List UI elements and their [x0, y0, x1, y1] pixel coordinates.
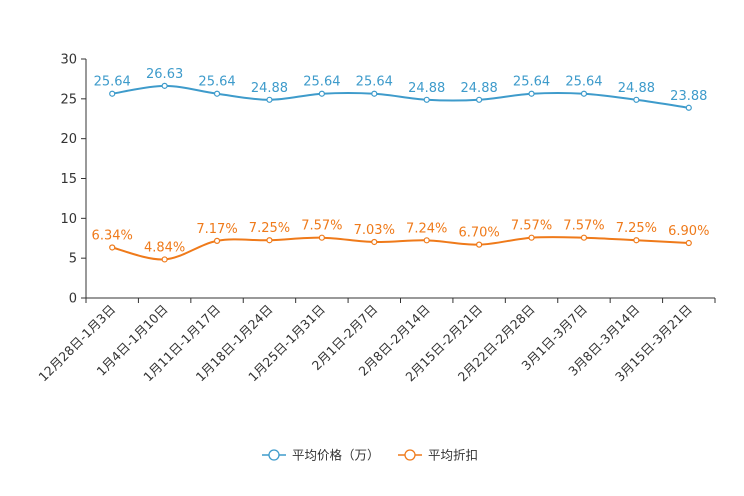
data-point[interactable]	[633, 96, 640, 103]
legend-item-1[interactable]: 平均折扣	[398, 448, 478, 463]
data-point[interactable]	[685, 104, 692, 111]
data-point[interactable]	[371, 90, 378, 97]
data-point[interactable]	[161, 82, 168, 89]
data-label: 7.25%	[249, 221, 290, 236]
data-label: 25.64	[565, 75, 602, 90]
data-point[interactable]	[161, 256, 168, 263]
data-point[interactable]	[213, 237, 221, 244]
data-label: 24.88	[461, 81, 498, 96]
data-label: 7.03%	[354, 223, 395, 238]
series-layer: 25.64 26.63 25.64 24.88 25.64 25.64 24.88 24.88…	[92, 67, 709, 263]
data-point[interactable]	[371, 238, 378, 246]
legend-circle-icon	[268, 449, 280, 461]
data-label: 25.64	[94, 75, 131, 90]
data-point[interactable]	[528, 234, 535, 241]
data-label: 7.57%	[563, 219, 604, 234]
data-point[interactable]	[109, 244, 116, 251]
data-point[interactable]	[685, 239, 692, 247]
series-1: 6.34% 4.84% 7.17% 7.25% 7.57% 7.03% 7.24% 6.70%…	[92, 219, 709, 263]
series-0: 25.64 26.63 25.64 24.88 25.64 25.64 24.88 24.88…	[94, 67, 707, 111]
legend-item-0[interactable]: 平均价格（万）	[262, 448, 380, 463]
data-label: 7.57%	[511, 219, 552, 234]
series-line	[112, 84, 689, 109]
data-point[interactable]	[580, 90, 588, 97]
y-tick-label: 5	[69, 252, 77, 267]
data-point[interactable]	[318, 90, 325, 97]
data-label: 24.88	[251, 81, 288, 96]
axes: 0 5 10 15 20 25 30 12月28日-1月3日1月4日-1月10日1月11日-…	[35, 53, 716, 384]
data-point[interactable]	[423, 237, 430, 244]
y-tick-label: 25	[60, 92, 77, 107]
data-label: 24.88	[618, 81, 655, 96]
data-point[interactable]	[213, 90, 221, 97]
data-label: 24.88	[408, 81, 445, 96]
data-point[interactable]	[580, 234, 588, 241]
legend-label: 平均价格（万）	[292, 448, 380, 463]
data-point[interactable]	[476, 96, 483, 103]
data-label: 25.64	[513, 75, 550, 90]
legend[interactable]: 平均价格（万） 平均折扣	[262, 448, 478, 463]
legend-label: 平均折扣	[428, 448, 478, 463]
data-label: 25.64	[198, 75, 235, 90]
data-label: 7.24%	[406, 221, 447, 236]
data-point[interactable]	[633, 237, 640, 244]
data-label: 25.64	[303, 75, 340, 90]
y-tick-label: 20	[60, 132, 77, 147]
data-label: 23.88	[670, 89, 707, 104]
data-label: 25.64	[356, 75, 393, 90]
data-label: 26.63	[146, 67, 183, 82]
data-point[interactable]	[476, 241, 483, 248]
data-point[interactable]	[423, 96, 430, 103]
y-tick-label: 30	[60, 53, 77, 68]
x-ticks: 12月28日-1月3日1月4日-1月10日1月11日-1月17日1月18日-1月…	[35, 298, 716, 384]
data-label: 6.90%	[668, 224, 709, 239]
data-label: 6.70%	[458, 226, 499, 241]
y-tick-label: 0	[69, 292, 77, 307]
y-ticks: 0 5 10 15 20 25 30	[60, 53, 86, 307]
data-label: 7.17%	[196, 222, 237, 237]
y-tick-label: 15	[60, 172, 77, 187]
data-label: 4.84%	[144, 240, 185, 255]
data-point[interactable]	[528, 90, 535, 97]
data-point[interactable]	[266, 237, 273, 244]
data-point[interactable]	[266, 96, 273, 103]
data-point[interactable]	[318, 234, 325, 241]
series-line	[111, 236, 689, 261]
data-label: 7.57%	[301, 219, 342, 234]
data-point[interactable]	[109, 90, 116, 97]
y-tick-label: 10	[60, 212, 77, 227]
data-label: 7.25%	[616, 221, 657, 236]
legend-circle-icon	[404, 449, 416, 461]
data-label: 6.34%	[92, 228, 133, 243]
